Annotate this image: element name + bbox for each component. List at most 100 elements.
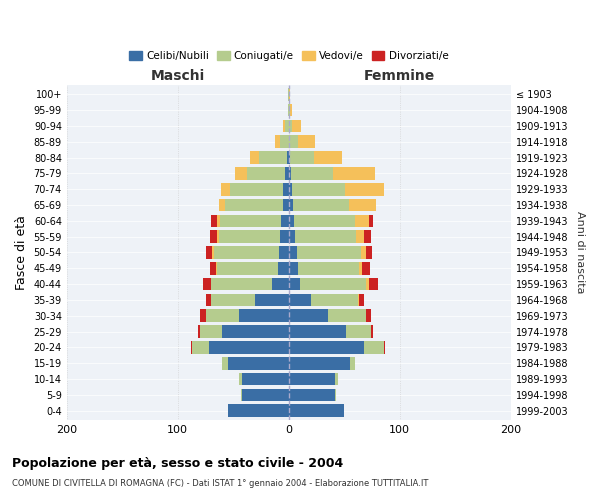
Bar — [289, 214, 295, 227]
Bar — [287, 104, 289, 117]
Bar — [289, 120, 301, 132]
Bar — [286, 120, 289, 132]
Bar — [256, 294, 289, 306]
Bar — [211, 278, 289, 290]
Bar — [289, 341, 364, 353]
Bar — [289, 294, 311, 306]
Bar — [287, 88, 289, 101]
Bar — [289, 310, 367, 322]
Bar — [289, 262, 359, 274]
Bar — [235, 167, 289, 179]
Bar — [228, 404, 289, 417]
Bar — [222, 325, 289, 338]
Bar — [289, 388, 337, 401]
Bar — [283, 120, 289, 132]
Bar — [289, 120, 292, 132]
Bar — [289, 341, 384, 353]
Bar — [287, 152, 289, 164]
Bar — [289, 388, 337, 401]
Bar — [289, 388, 337, 401]
Bar — [289, 325, 371, 338]
Bar — [242, 372, 289, 386]
Bar — [289, 167, 333, 179]
Bar — [287, 88, 289, 101]
Bar — [289, 198, 349, 211]
Bar — [228, 404, 289, 417]
Bar — [289, 294, 364, 306]
Bar — [289, 262, 362, 274]
Bar — [279, 246, 289, 259]
Bar — [239, 372, 289, 386]
Bar — [289, 262, 370, 274]
Bar — [280, 230, 289, 243]
Bar — [289, 278, 368, 290]
Bar — [241, 388, 289, 401]
Bar — [289, 262, 298, 274]
Bar — [219, 198, 289, 211]
Bar — [221, 183, 289, 196]
Bar — [283, 120, 289, 132]
Bar — [242, 388, 289, 401]
Bar — [289, 214, 368, 227]
Bar — [289, 104, 292, 117]
Bar — [212, 246, 289, 259]
Bar — [217, 230, 289, 243]
Bar — [289, 214, 373, 227]
Bar — [203, 278, 289, 290]
Bar — [289, 152, 314, 164]
Bar — [289, 183, 384, 196]
Bar — [289, 246, 296, 259]
Bar — [289, 404, 344, 417]
Bar — [289, 152, 290, 164]
Bar — [289, 357, 355, 370]
Bar — [289, 341, 384, 353]
Bar — [289, 183, 346, 196]
Bar — [275, 136, 289, 148]
Bar — [206, 310, 289, 322]
Bar — [287, 104, 289, 117]
Bar — [239, 372, 289, 386]
Bar — [289, 372, 338, 386]
Bar — [191, 341, 289, 353]
Bar — [275, 136, 289, 148]
Bar — [222, 357, 289, 370]
Bar — [235, 167, 289, 179]
Bar — [209, 341, 289, 353]
Bar — [289, 278, 300, 290]
Bar — [200, 310, 289, 322]
Bar — [228, 357, 289, 370]
Bar — [239, 372, 289, 386]
Bar — [250, 152, 289, 164]
Bar — [200, 325, 289, 338]
Bar — [289, 404, 344, 417]
Bar — [211, 278, 289, 290]
Bar — [287, 104, 289, 117]
Bar — [206, 294, 289, 306]
Bar — [289, 104, 292, 117]
Bar — [289, 246, 367, 259]
Bar — [289, 183, 384, 196]
Bar — [228, 404, 289, 417]
Bar — [222, 357, 289, 370]
Bar — [286, 167, 289, 179]
Bar — [228, 404, 289, 417]
Bar — [289, 404, 344, 417]
Bar — [289, 357, 355, 370]
Bar — [289, 198, 376, 211]
Text: Popolazione per età, sesso e stato civile - 2004: Popolazione per età, sesso e stato civil… — [12, 458, 343, 470]
Bar — [289, 372, 338, 386]
Bar — [230, 183, 289, 196]
Bar — [289, 278, 377, 290]
Bar — [289, 294, 359, 306]
Bar — [211, 294, 289, 306]
Bar — [241, 388, 289, 401]
Bar — [210, 262, 289, 274]
Bar — [289, 246, 361, 259]
Bar — [210, 230, 289, 243]
Bar — [289, 198, 293, 211]
Text: Maschi: Maschi — [151, 70, 205, 84]
Bar — [220, 214, 289, 227]
Bar — [289, 152, 342, 164]
Bar — [289, 246, 372, 259]
Bar — [221, 183, 289, 196]
